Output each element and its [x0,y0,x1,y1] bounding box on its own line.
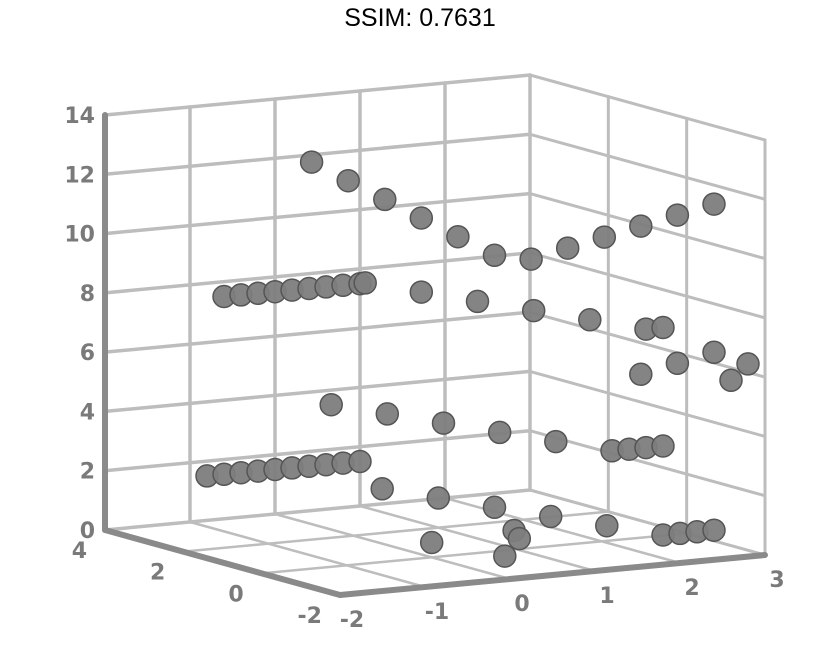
data-point [519,247,543,271]
data-point [736,352,760,376]
x-tick-label: 0 [514,592,529,617]
grid-lines [103,73,767,597]
data-point [507,526,532,551]
data-point [465,289,490,314]
data-point [521,298,546,323]
data-point [409,280,434,304]
chart-title: SSIM: 0.7631 [344,4,496,32]
data-point [538,504,563,529]
z-tick-label: 10 [64,223,95,248]
data-point [446,224,470,249]
grid-line [528,251,767,320]
data-point [555,236,580,260]
z-tick-label: 0 [80,519,95,544]
data-point [629,362,653,387]
data-point [370,477,394,501]
grid-line [103,73,532,117]
data-point [431,411,456,435]
grid-line [103,310,532,354]
data-point [595,513,619,538]
z-tick-label: 14 [64,104,95,129]
data-point [592,225,617,249]
data-point [409,206,434,230]
z-tick-label: 8 [80,282,95,307]
data-point [487,420,512,445]
y-axis-line [102,527,343,598]
grid-line [182,510,610,553]
x-tick-label: 1 [599,584,614,609]
y-tick-label: -2 [298,604,322,629]
grid-line [103,369,532,414]
data-point [482,243,507,268]
z-tick-label: 12 [64,163,95,188]
grid-line [188,520,427,589]
grid-line [103,191,532,236]
data-point [375,402,400,426]
data-point [702,518,726,542]
data-point [299,150,324,174]
data-point [373,187,397,212]
data-point [336,168,360,193]
data-point [493,544,517,568]
data-points [195,150,760,568]
grid-line [528,369,767,438]
data-point [482,495,507,520]
data-point [578,308,602,332]
data-point [665,351,690,376]
z-tick-label: 2 [80,460,95,485]
grid-line [358,504,597,573]
x-axis-line [337,552,768,598]
grid-line [528,429,767,498]
data-point [629,214,653,238]
data-point [651,434,675,458]
grid-line [528,132,767,201]
grid-line [273,512,512,581]
data-point [702,192,726,216]
x-tick-label: -2 [340,608,364,633]
grid-line [260,532,688,575]
y-tick-label: 2 [150,561,165,586]
axis-lines [102,112,768,598]
data-point [702,340,726,365]
data-point [665,203,690,227]
grid-line [528,73,767,142]
x-tick-label: 2 [684,576,699,601]
data-point [353,271,377,295]
data-point [419,530,444,555]
z-tick-label: 6 [80,341,95,366]
y-tick-label: 0 [228,582,243,607]
grid-line [528,310,767,379]
z-tick-label: 4 [80,400,95,425]
grid-line [103,488,532,532]
grid-line [103,428,532,473]
data-point [544,429,568,454]
y-tick-label: 4 [72,539,87,564]
x-tick-label: 3 [769,568,784,593]
data-point [651,315,675,340]
grid-line [103,251,532,295]
data-point [348,449,372,474]
data-point [719,368,743,393]
data-point [319,392,343,417]
grid-line [528,488,767,557]
data-point [426,486,451,510]
x-tick-label: -1 [425,600,449,625]
